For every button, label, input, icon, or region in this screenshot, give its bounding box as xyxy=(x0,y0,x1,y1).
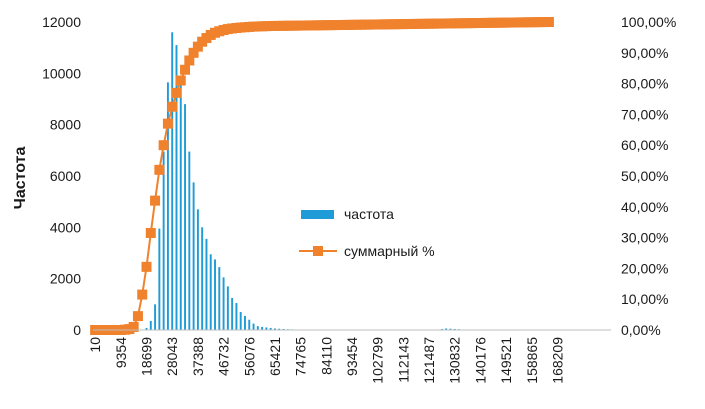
x-tick-label: 46732 xyxy=(216,337,232,376)
line-marker xyxy=(145,227,156,238)
x-tick-label: 65421 xyxy=(267,337,283,376)
bar xyxy=(179,81,182,330)
y-tick-label: 0 xyxy=(73,322,81,338)
bar xyxy=(445,328,448,330)
bar xyxy=(166,82,169,330)
y2-tick-label: 20,00% xyxy=(621,260,668,276)
y-axis-title: Частота xyxy=(12,147,29,210)
y2-tick-label: 50,00% xyxy=(621,168,668,184)
x-tick-label: 149521 xyxy=(498,337,514,384)
y-tick-label: 8000 xyxy=(50,117,81,133)
legend-label-bar: частота xyxy=(344,206,394,222)
bar xyxy=(235,303,238,330)
legend-swatch-marker xyxy=(313,246,323,256)
x-tick-label: 158865 xyxy=(524,337,540,384)
bar xyxy=(282,328,285,330)
x-tick-label: 37388 xyxy=(190,337,206,376)
bar xyxy=(158,228,161,330)
bar xyxy=(196,209,199,330)
x-tick-label: 140176 xyxy=(472,337,488,384)
y-tick-label: 2000 xyxy=(50,271,81,287)
y2-tick-label: 100,00% xyxy=(621,14,676,30)
bar xyxy=(239,312,242,330)
x-tick-label: 93454 xyxy=(344,337,360,376)
line-marker xyxy=(184,55,195,66)
line-marker xyxy=(180,64,191,75)
bar xyxy=(188,151,191,330)
x-tick-label: 10 xyxy=(87,337,103,353)
y2-tick-label: 80,00% xyxy=(621,76,668,92)
line-marker xyxy=(171,87,182,98)
bar xyxy=(171,32,174,331)
x-tick-label: 84110 xyxy=(318,337,334,375)
y-tick-label: 6000 xyxy=(50,168,81,184)
bar xyxy=(248,319,251,330)
y-tick-label: 4000 xyxy=(50,219,81,235)
bar xyxy=(231,297,234,330)
line-marker xyxy=(137,289,148,300)
x-tick-label: 74765 xyxy=(293,337,309,376)
line-marker xyxy=(141,261,152,272)
bar xyxy=(175,45,178,330)
line-marker xyxy=(167,101,178,112)
bar xyxy=(261,326,264,330)
line-marker xyxy=(158,140,169,151)
bar xyxy=(222,277,225,330)
y2-tick-label: 30,00% xyxy=(621,230,668,246)
y2-tick-label: 70,00% xyxy=(621,106,668,122)
bar xyxy=(256,326,259,330)
x-tick-label: 56076 xyxy=(241,337,257,376)
x-tick-label: 9354 xyxy=(113,337,129,368)
y2-tick-label: 0,00% xyxy=(621,322,661,338)
y2-tick-label: 60,00% xyxy=(621,137,668,153)
bar xyxy=(278,328,281,330)
line-marker xyxy=(150,195,161,206)
line-marker xyxy=(128,321,139,332)
bar-series xyxy=(141,32,610,331)
x-tick-label: 168209 xyxy=(549,337,565,384)
y-tick-label: 10000 xyxy=(42,65,81,81)
legend: частота суммарный % xyxy=(299,206,435,259)
bar xyxy=(205,238,208,330)
line-marker xyxy=(175,75,186,86)
bar xyxy=(209,254,212,330)
bar xyxy=(244,315,246,330)
line-marker xyxy=(188,47,199,58)
bar xyxy=(214,259,216,330)
line-marker xyxy=(154,164,165,175)
x-tick-label: 102799 xyxy=(370,337,386,384)
axis-ticks: 0 2000 4000 6000 8000 10000 12000 0,00% 10,00% 20… xyxy=(42,14,676,384)
bar xyxy=(226,286,229,330)
line-marker xyxy=(162,118,173,129)
x-tick-label: 18699 xyxy=(139,337,155,376)
bar xyxy=(218,267,221,330)
bar xyxy=(252,323,255,330)
bar xyxy=(145,327,148,330)
bar xyxy=(273,328,276,330)
line-marker xyxy=(543,17,554,27)
bar xyxy=(192,182,195,330)
legend-swatch-bar xyxy=(301,210,334,219)
bar xyxy=(149,321,152,330)
x-tick-label: 130832 xyxy=(447,337,463,384)
x-tick-label: 121487 xyxy=(421,337,437,384)
legend-label-line: суммарный % xyxy=(344,243,435,259)
x-tick-label: 28043 xyxy=(164,337,180,376)
bar xyxy=(162,151,165,330)
bar xyxy=(449,328,452,330)
y2-tick-label: 90,00% xyxy=(621,45,668,61)
y2-tick-label: 40,00% xyxy=(621,199,668,215)
x-tick-label: 112143 xyxy=(395,337,411,383)
bar xyxy=(201,227,204,330)
line-marker xyxy=(132,311,143,322)
bar xyxy=(440,328,443,330)
bar xyxy=(269,327,272,330)
y-tick-label: 12000 xyxy=(42,14,81,30)
bar xyxy=(453,328,456,330)
y2-tick-label: 10,00% xyxy=(621,291,668,307)
bar xyxy=(265,327,268,330)
bar xyxy=(154,304,157,330)
bar xyxy=(184,104,187,330)
